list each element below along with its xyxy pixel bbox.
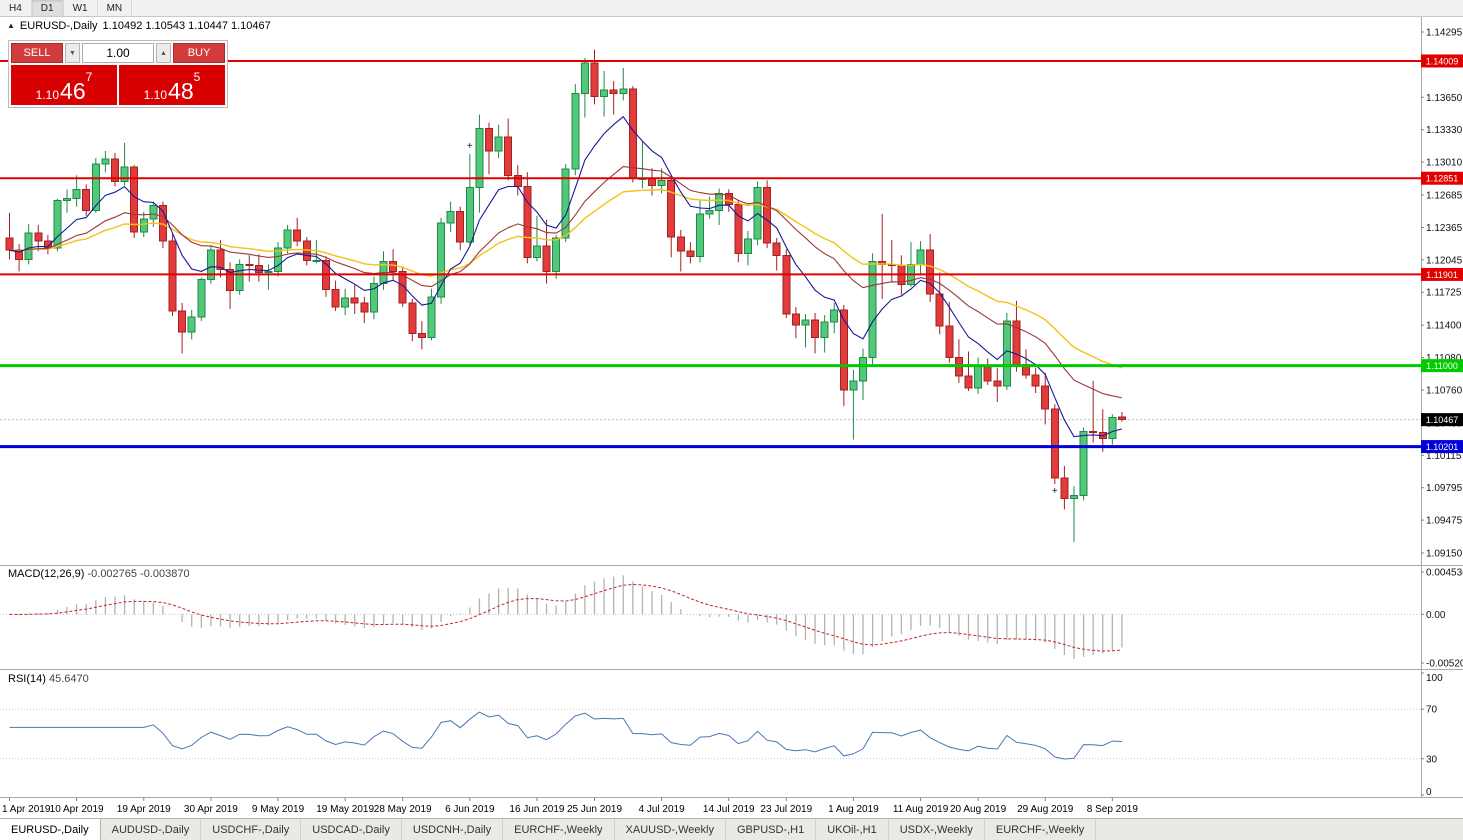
svg-text:29 Aug 2019: 29 Aug 2019	[1017, 804, 1074, 815]
chart-tab[interactable]: EURCHF-,Weekly	[985, 819, 1097, 840]
sell-price-big: 46	[60, 78, 86, 105]
sell-price-prefix: 1.10	[35, 88, 60, 102]
svg-text:MACD(12,26,9) -0.002765 -0.003: MACD(12,26,9) -0.002765 -0.003870	[8, 568, 190, 580]
svg-text:25 Jun 2019: 25 Jun 2019	[567, 804, 622, 815]
svg-text:1.11080: 1.11080	[1426, 353, 1462, 364]
svg-text:8 Sep 2019: 8 Sep 2019	[1087, 804, 1139, 815]
svg-text:1.13330: 1.13330	[1426, 125, 1463, 136]
svg-text:4 Jul 2019: 4 Jul 2019	[639, 804, 686, 815]
price-axis: 1.142951.139801.136501.133301.130101.126…	[1421, 28, 1463, 560]
svg-text:0: 0	[1426, 787, 1432, 798]
svg-text:1.12365: 1.12365	[1426, 223, 1463, 234]
price-chart-canvas[interactable]: 1.142951.139801.136501.133301.130101.126…	[0, 0, 1463, 819]
rsi-panel: 100 70 30 0 RSI(14) 45.6470	[0, 672, 1443, 798]
svg-text:23 Jul 2019: 23 Jul 2019	[760, 804, 812, 815]
horizontal-lines[interactable]: 1.14009 1.12851 1.11901 1.11000 1.10201	[0, 54, 1463, 454]
svg-text:+: +	[1052, 486, 1058, 497]
chart-quote-line: ▲ EURUSD-,Daily 1.10492 1.10543 1.10447 …	[7, 20, 271, 32]
svg-text:19 Apr 2019: 19 Apr 2019	[117, 804, 171, 815]
chart-symbol-period: EURUSD-,Daily	[19, 20, 98, 32]
macd-panel: 0.004536 0.00 -0.005205 MACD(12,26,9) -0.00…	[0, 568, 1463, 670]
svg-text:0.00: 0.00	[1426, 610, 1446, 621]
svg-text:6 Jun 2019: 6 Jun 2019	[445, 804, 495, 815]
buy-price-big: 48	[168, 78, 194, 105]
svg-text:1.14295: 1.14295	[1426, 28, 1463, 39]
svg-text:1.11901: 1.11901	[1426, 270, 1458, 280]
svg-text:1.11725: 1.11725	[1426, 288, 1462, 299]
svg-text:1.12045: 1.12045	[1426, 255, 1463, 266]
svg-text:16 Jun 2019: 16 Jun 2019	[509, 804, 564, 815]
chart-markers: ++	[467, 141, 1058, 497]
svg-text:1 Apr 2019: 1 Apr 2019	[2, 804, 51, 815]
date-axis[interactable]: 1 Apr 2019 10 Apr 2019 19 Apr 2019 30 Apr 2…	[2, 797, 1139, 816]
buy-price-sup: 5	[193, 70, 201, 84]
panel-borders	[0, 16, 1463, 798]
chart-tab[interactable]: AUDUSD-,Daily	[101, 819, 202, 840]
svg-text:70: 70	[1426, 705, 1438, 716]
chart-tab[interactable]: USDCAD-,Daily	[301, 819, 402, 840]
svg-text:1.10760: 1.10760	[1426, 385, 1463, 396]
svg-text:1.14009: 1.14009	[1426, 56, 1459, 66]
svg-text:0.004536: 0.004536	[1426, 568, 1463, 579]
svg-text:1.09475: 1.09475	[1426, 516, 1463, 527]
chart-tab[interactable]: USDCHF-,Daily	[201, 819, 302, 840]
svg-text:10 Apr 2019: 10 Apr 2019	[50, 804, 104, 815]
svg-text:9 May 2019: 9 May 2019	[252, 804, 305, 815]
chart-tabs-bar: EURUSD-,Daily AUDUSD-,Daily USDCHF-,Dail…	[0, 818, 1463, 840]
sell-price-sup: 7	[85, 70, 93, 84]
buy-button[interactable]: BUY	[173, 43, 225, 63]
chart-tab[interactable]: USDCNH-,Daily	[402, 819, 504, 840]
one-click-trading-panel: SELL ▼ ▲ BUY 1.10 46 7 1.10 48 5	[8, 40, 228, 108]
chart-tab[interactable]: GBPUSD-,H1	[726, 819, 817, 840]
svg-text:100: 100	[1426, 673, 1443, 684]
candlestick-series	[5, 49, 1126, 542]
svg-text:20 Aug 2019: 20 Aug 2019	[950, 804, 1007, 815]
chart-tab[interactable]: USDX-,Weekly	[889, 819, 985, 840]
svg-text:1.10115: 1.10115	[1426, 451, 1462, 462]
buy-price-box[interactable]: 1.10 48 5	[119, 65, 225, 105]
svg-text:11 Aug 2019: 11 Aug 2019	[893, 804, 949, 815]
svg-text:28 May 2019: 28 May 2019	[374, 804, 432, 815]
sell-price-box[interactable]: 1.10 46 7	[11, 65, 117, 105]
svg-text:+: +	[467, 141, 473, 152]
svg-text:1.09150: 1.09150	[1426, 549, 1463, 560]
svg-text:1.12685: 1.12685	[1426, 191, 1463, 202]
timeframe-w1-button[interactable]: W1	[64, 0, 98, 16]
svg-text:RSI(14) 45.6470: RSI(14) 45.6470	[8, 673, 89, 685]
moving-average-lines	[9, 115, 1123, 438]
chart-tab[interactable]: EURUSD-,Daily	[0, 819, 101, 840]
svg-text:1.12851: 1.12851	[1426, 174, 1459, 184]
svg-text:1.10467: 1.10467	[1426, 415, 1459, 425]
svg-text:1.11400: 1.11400	[1426, 321, 1462, 332]
svg-text:14 Jul 2019: 14 Jul 2019	[703, 804, 755, 815]
volume-increase-icon[interactable]: ▲	[156, 43, 171, 63]
timeframe-d1-button[interactable]: D1	[31, 0, 64, 16]
buy-price-prefix: 1.10	[143, 88, 168, 102]
chart-tab[interactable]: EURCHF-,Weekly	[503, 819, 615, 840]
svg-text:19 May 2019: 19 May 2019	[316, 804, 374, 815]
chart-tab[interactable]: UKOil-,H1	[816, 819, 889, 840]
svg-text:1 Aug 2019: 1 Aug 2019	[828, 804, 879, 815]
svg-text:30: 30	[1426, 754, 1438, 765]
svg-text:1.13010: 1.13010	[1426, 158, 1463, 169]
current-price-label: 1.10467	[1421, 413, 1463, 427]
svg-text:1.10201: 1.10201	[1426, 442, 1459, 452]
svg-text:1.09795: 1.09795	[1426, 483, 1463, 494]
svg-text:-0.005205: -0.005205	[1426, 659, 1463, 670]
sell-button[interactable]: SELL	[11, 43, 63, 63]
svg-text:1.13650: 1.13650	[1426, 93, 1463, 104]
volume-input[interactable]	[82, 43, 154, 63]
svg-text:30 Apr 2019: 30 Apr 2019	[184, 804, 238, 815]
timeframe-mn-button[interactable]: MN	[98, 0, 133, 16]
chart-ohlc-values: 1.10492 1.10543 1.10447 1.10467	[102, 20, 271, 32]
timeframe-toolbar: H4 D1 W1 MN	[0, 0, 1463, 17]
collapse-trade-panel-icon[interactable]: ▲	[7, 21, 15, 30]
volume-decrease-icon[interactable]: ▼	[65, 43, 80, 63]
chart-tab[interactable]: XAUUSD-,Weekly	[615, 819, 726, 840]
svg-text:1.11000: 1.11000	[1426, 361, 1458, 371]
timeframe-h4-button[interactable]: H4	[0, 0, 32, 16]
